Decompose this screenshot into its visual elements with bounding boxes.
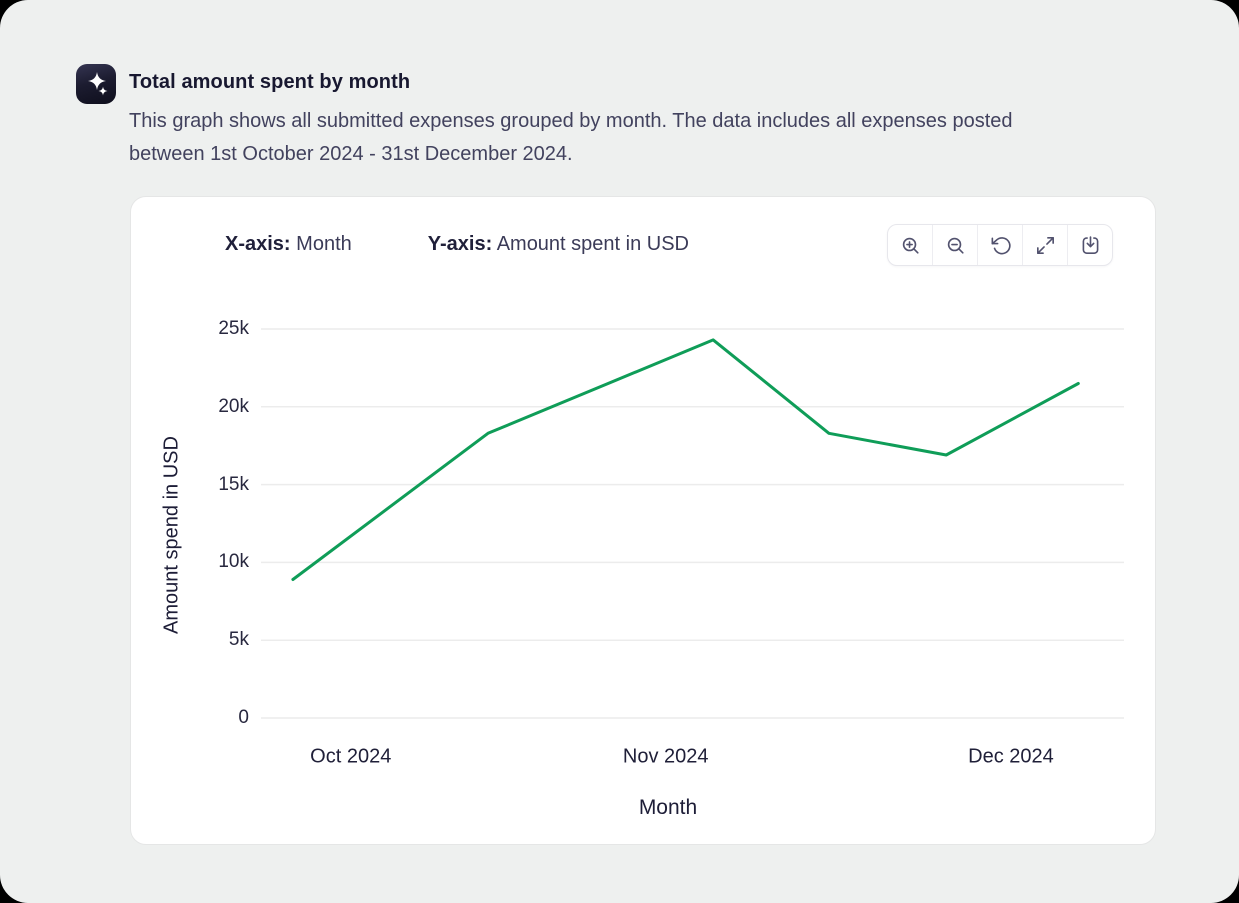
- report-description-line1: This graph shows all submitted expenses …: [129, 110, 1013, 132]
- expand-icon: [1036, 236, 1054, 254]
- y-axis-title: Amount spend in USD: [160, 436, 183, 634]
- chart-card: X-axis: Month Y-axis: Amount spent in US…: [130, 196, 1156, 845]
- expand-button[interactable]: [1022, 225, 1067, 265]
- y-tick-label: 10k: [218, 551, 249, 573]
- y-axis-info-label: Y-axis:: [427, 233, 493, 255]
- chart-axis-info: X-axis: Month Y-axis: Amount spent in US…: [225, 233, 689, 256]
- reset-view-button[interactable]: [977, 225, 1022, 265]
- x-axis-title: Month: [638, 796, 698, 819]
- zoom-out-button[interactable]: [932, 225, 977, 265]
- line-series: [291, 338, 1080, 581]
- y-tick-label: 25k: [218, 318, 249, 339]
- y-tick-label: 5k: [228, 629, 249, 651]
- report-header-text: Total amount spent by month This graph s…: [129, 64, 1013, 171]
- plot-area[interactable]: Amount spend in USD Month 0 5k 10k 15k 20k 25…: [161, 301, 1124, 819]
- x-tick-label: Nov 2024: [622, 745, 709, 768]
- report-header: Total amount spent by month This graph s…: [76, 64, 1013, 171]
- zoom-in-icon: [902, 237, 919, 254]
- x-axis-info-value: Month: [296, 233, 352, 255]
- y-tick-label: 0: [238, 707, 249, 728]
- download-icon: [1082, 235, 1098, 254]
- chart-toolbar: [887, 224, 1113, 266]
- y-tick-label: 20k: [218, 395, 249, 417]
- sparkle-icon-box: [76, 64, 116, 104]
- download-button[interactable]: [1067, 225, 1112, 265]
- y-axis-info-value: Amount spent in USD: [496, 233, 690, 255]
- x-axis-info: X-axis: Month: [225, 233, 352, 256]
- report-description: This graph shows all submitted expenses …: [129, 105, 1013, 171]
- y-tick-label: 15k: [218, 473, 249, 495]
- sparkle-icon: [88, 72, 108, 96]
- zoom-in-button[interactable]: [888, 225, 932, 265]
- line-chart-svg: [261, 328, 1124, 719]
- x-tick-label: Oct 2024: [310, 745, 392, 768]
- y-axis-info: Y-axis: Amount spent in USD: [428, 233, 689, 256]
- report-description-line2: between 1st October 2024 - 31st December…: [129, 143, 573, 165]
- x-tick-label: Dec 2024: [968, 745, 1054, 768]
- rotate-ccw-icon: [991, 236, 1011, 254]
- report-title: Total amount spent by month: [129, 71, 411, 93]
- x-axis-info-label: X-axis:: [225, 233, 291, 255]
- zoom-out-icon: [947, 237, 964, 254]
